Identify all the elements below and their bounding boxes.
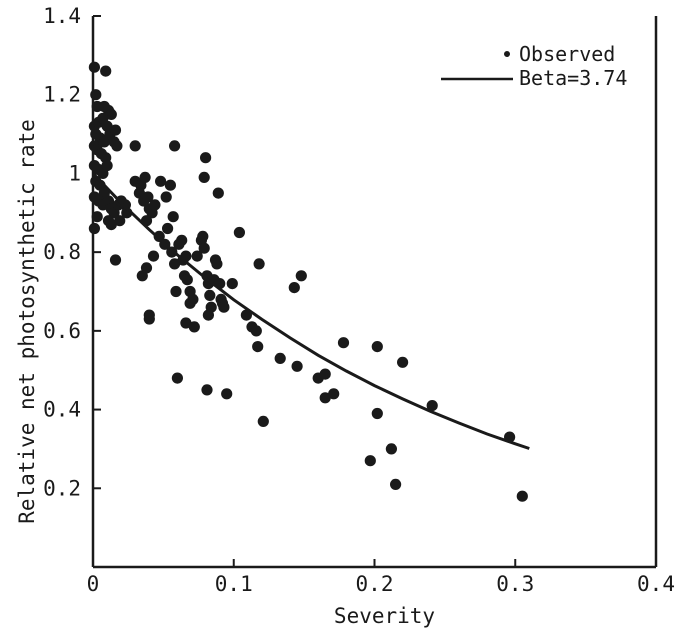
observed-point xyxy=(250,325,262,337)
legend: Observed Beta=3.74 xyxy=(441,42,627,90)
y-tick-label: 0.2 xyxy=(43,476,81,500)
observed-point xyxy=(169,258,181,270)
observed-point xyxy=(167,211,179,223)
observed-point xyxy=(212,187,224,199)
legend-observed-label: Observed xyxy=(519,42,615,66)
observed-point xyxy=(147,250,160,262)
observed-point xyxy=(88,222,100,235)
observed-point xyxy=(371,341,383,353)
observed-point xyxy=(252,341,264,353)
observed-point xyxy=(100,65,112,77)
observed-point xyxy=(257,415,269,427)
observed-point xyxy=(218,301,230,313)
observed-point xyxy=(371,407,383,420)
observed-point xyxy=(129,140,141,152)
observed-point xyxy=(155,175,167,187)
observed-point xyxy=(426,400,438,412)
x-tick-label: 0.3 xyxy=(496,572,534,596)
observed-point xyxy=(291,360,303,372)
observed-point xyxy=(162,222,174,235)
observed-point xyxy=(91,211,103,223)
observed-point xyxy=(111,140,123,152)
observed-point xyxy=(198,171,210,183)
observed-point xyxy=(90,89,102,101)
beta-fit-curve xyxy=(91,172,530,450)
observed-point xyxy=(98,136,110,148)
observed-point xyxy=(226,278,238,290)
observed-point xyxy=(139,171,151,183)
observed-point xyxy=(105,219,117,231)
observed-point xyxy=(211,258,223,270)
observed-point xyxy=(109,254,122,266)
x-tick-label: 0.2 xyxy=(356,572,394,596)
observed-point xyxy=(295,270,307,282)
observed-point xyxy=(385,443,397,455)
legend-observed-marker xyxy=(504,51,510,57)
observed-point xyxy=(170,285,182,298)
x-axis: 0 0.1 0.2 0.3 0.4 xyxy=(87,559,675,596)
observed-point xyxy=(169,140,181,152)
observed-point xyxy=(181,274,193,286)
observed-point xyxy=(101,160,113,172)
observed-point xyxy=(221,388,233,400)
observed-point xyxy=(160,191,172,203)
y-tick-label: 0.8 xyxy=(43,240,81,264)
y-tick-label: 1.2 xyxy=(43,83,81,107)
observed-point xyxy=(191,250,203,262)
y-axis: 0.2 0.4 0.6 0.8 1 1.2 1.4 xyxy=(43,4,101,500)
observed-point xyxy=(180,317,192,329)
observed-point xyxy=(319,392,331,404)
observed-points xyxy=(88,61,528,502)
y-tick-label: 1.4 xyxy=(43,4,81,28)
x-tick-label: 0.4 xyxy=(637,572,675,596)
observed-point xyxy=(200,152,212,164)
x-tick-label: 0 xyxy=(87,572,100,596)
observed-point xyxy=(164,179,176,191)
observed-point xyxy=(109,124,122,136)
observed-point xyxy=(319,368,331,380)
y-tick-label: 0.4 xyxy=(43,398,81,422)
observed-point xyxy=(233,226,245,239)
y-tick-label: 0.6 xyxy=(43,319,81,343)
observed-point xyxy=(142,191,154,203)
observed-point xyxy=(274,352,286,364)
observed-point xyxy=(198,242,210,254)
observed-point xyxy=(253,258,265,270)
observed-point xyxy=(143,309,155,321)
y-tick-label: 1 xyxy=(68,161,81,185)
legend-beta-label: Beta=3.74 xyxy=(519,66,627,90)
observed-point xyxy=(288,282,300,294)
observed-point xyxy=(204,289,216,301)
observed-point xyxy=(202,309,214,321)
observed-point xyxy=(197,230,209,242)
y-axis-label: Relative net photosynthetic rate xyxy=(15,119,39,524)
observed-point xyxy=(328,388,340,400)
observed-point xyxy=(390,478,402,490)
observed-point xyxy=(516,490,528,502)
observed-point xyxy=(149,199,161,211)
observed-point xyxy=(140,262,153,274)
observed-point xyxy=(201,384,213,396)
observed-point xyxy=(188,321,200,333)
x-tick-label: 0.1 xyxy=(215,572,253,596)
observed-point xyxy=(364,455,376,467)
observed-point xyxy=(171,372,183,384)
observed-point xyxy=(184,297,196,309)
observed-point xyxy=(397,356,409,368)
observed-point xyxy=(176,234,188,246)
observed-point xyxy=(88,61,100,73)
observed-point xyxy=(105,108,117,120)
observed-point xyxy=(337,337,350,349)
observed-point xyxy=(114,215,126,227)
x-axis-label: Severity xyxy=(334,604,435,628)
